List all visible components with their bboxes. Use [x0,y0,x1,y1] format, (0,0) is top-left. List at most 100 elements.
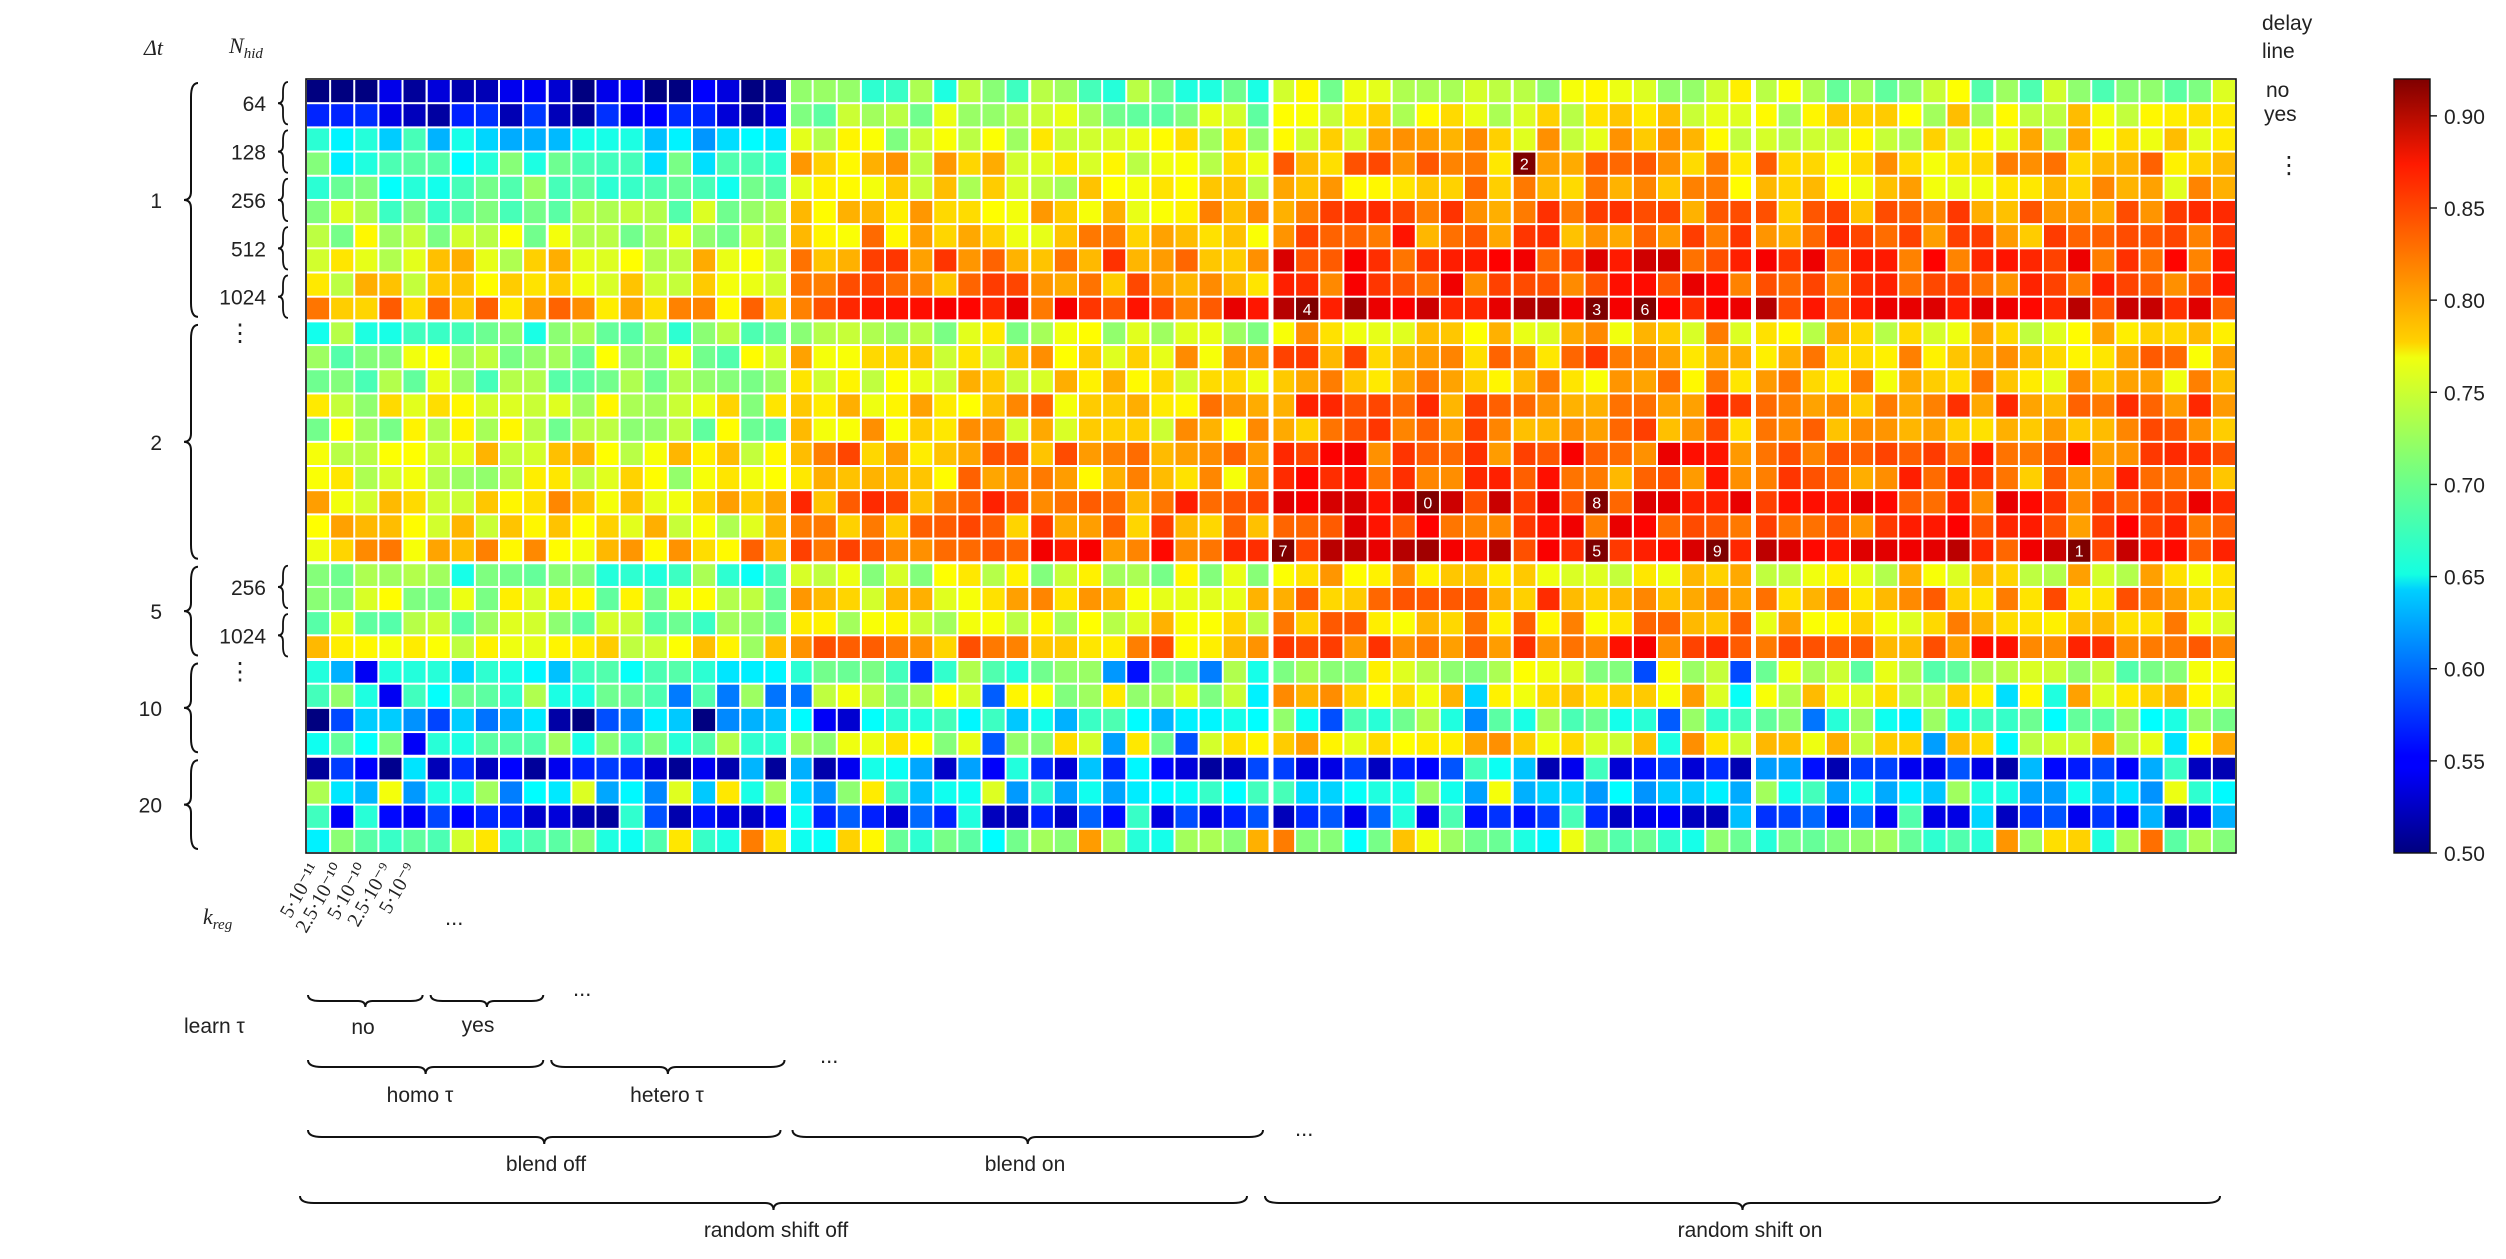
heatmap-cell [1995,346,2018,369]
heatmap-cell [1585,684,1608,707]
heatmap-cell [1006,708,1029,732]
heatmap-cell [1079,273,1102,296]
heatmap-cell [1537,515,1560,538]
heatmap-cell [2092,660,2115,683]
heatmap-cell [789,660,812,683]
heatmap-cell [644,636,667,659]
heatmap-cell [1633,394,1657,417]
heatmap-cell [2164,467,2187,490]
heatmap-cell [2212,297,2236,320]
heatmap-cell [1127,346,1150,369]
heatmap-cell [2164,394,2187,417]
heatmap-cell [765,249,788,272]
heatmap-cell [2164,273,2187,296]
heatmap-cell [837,176,860,199]
heatmap-cell [1609,805,1632,828]
heatmap-cell [2212,805,2236,828]
heatmap-cell [524,733,547,756]
heatmap-cell [958,225,981,248]
heatmap-cell [1730,394,1753,417]
heatmap-cell [1658,515,1681,538]
heatmap-cell [475,733,499,756]
heatmap-cell [934,128,957,151]
heatmap-cell [1296,152,1319,175]
heatmap-cell [548,587,571,611]
heatmap-cell [1392,757,1415,780]
heatmap-cell [596,370,619,393]
heatmap-cell [1802,467,1825,490]
heatmap-cell [572,442,595,465]
heatmap-cell [1054,321,1078,345]
heatmap-cell [1465,587,1488,611]
heatmap-cell [1875,128,1898,151]
heatmap-cell [1440,467,1464,490]
heatmap-cell [1513,128,1536,151]
heatmap-cell [1609,225,1632,248]
heatmap-cell [1658,587,1681,611]
heatmap-cell [451,539,474,562]
heatmap-cell [1778,346,1801,369]
heatmap-cell [1465,104,1488,127]
nhid-brace [277,81,289,126]
heatmap-cell [379,829,402,852]
heatmap-cell [1633,467,1657,490]
heatmap-cell [1344,539,1367,562]
heatmap-cell [1658,491,1681,514]
heatmap-cell [1199,273,1222,296]
heatmap-cell [886,539,909,562]
heatmap-cell [982,660,1005,683]
heatmap-cell [1416,733,1439,756]
heatmap-cell [355,152,378,175]
heatmap-cell [2188,321,2211,345]
heatmap-cell [1609,587,1632,611]
heatmap-cell [1971,733,1994,756]
heatmap-cell [717,297,740,320]
heatmap-cell [1537,249,1560,272]
heatmap-cell [693,805,716,828]
heatmap-cell [813,684,836,707]
heatmap-cell [1465,829,1488,852]
heatmap-cell [2164,829,2187,852]
heatmap-cell [934,467,957,490]
heatmap-cell [1344,80,1367,103]
heatmap-cell [1465,418,1488,441]
heatmap-cell [1609,80,1632,103]
heatmap-cell [1489,394,1512,417]
heatmap-cell [765,394,788,417]
heatmap-cell [1826,394,1850,417]
heatmap-cell [934,805,957,828]
heatmap-cell [403,587,426,611]
heatmap-cell [1320,370,1343,393]
heatmap-cell [1489,152,1512,175]
heatmap-cell [1247,152,1271,175]
column-group-brace [550,1059,786,1075]
heatmap-cell [1127,636,1150,659]
heatmap-cell [379,539,402,562]
heatmap-cell [644,321,667,345]
rank-cell [1585,491,1608,514]
heatmap-cell [741,563,764,586]
heatmap-cell [1923,612,1946,635]
heatmap-cell [2140,418,2163,441]
heatmap-cell [2044,418,2067,441]
heatmap-cell [572,297,595,320]
heatmap-cell [1802,587,1825,611]
heatmap-cell [1489,757,1512,780]
heatmap-cell [596,346,619,369]
heatmap-cell [2019,370,2043,393]
nhid-label: 256 [231,577,266,600]
heatmap-cell [1465,321,1488,345]
heatmap-cell [1537,733,1560,756]
heatmap-cell [1802,539,1825,562]
heatmap-cell [1826,442,1850,465]
heatmap-cell [765,346,788,369]
heatmap-cell [837,515,860,538]
heatmap-cell [451,442,474,465]
heatmap-cell [958,829,981,852]
heatmap-cell [427,104,450,127]
heatmap-cell [1392,708,1415,732]
heatmap-cell [1947,467,1970,490]
heatmap-cell [379,636,402,659]
heatmap-cell [1344,394,1367,417]
heatmap-cell [861,249,885,272]
